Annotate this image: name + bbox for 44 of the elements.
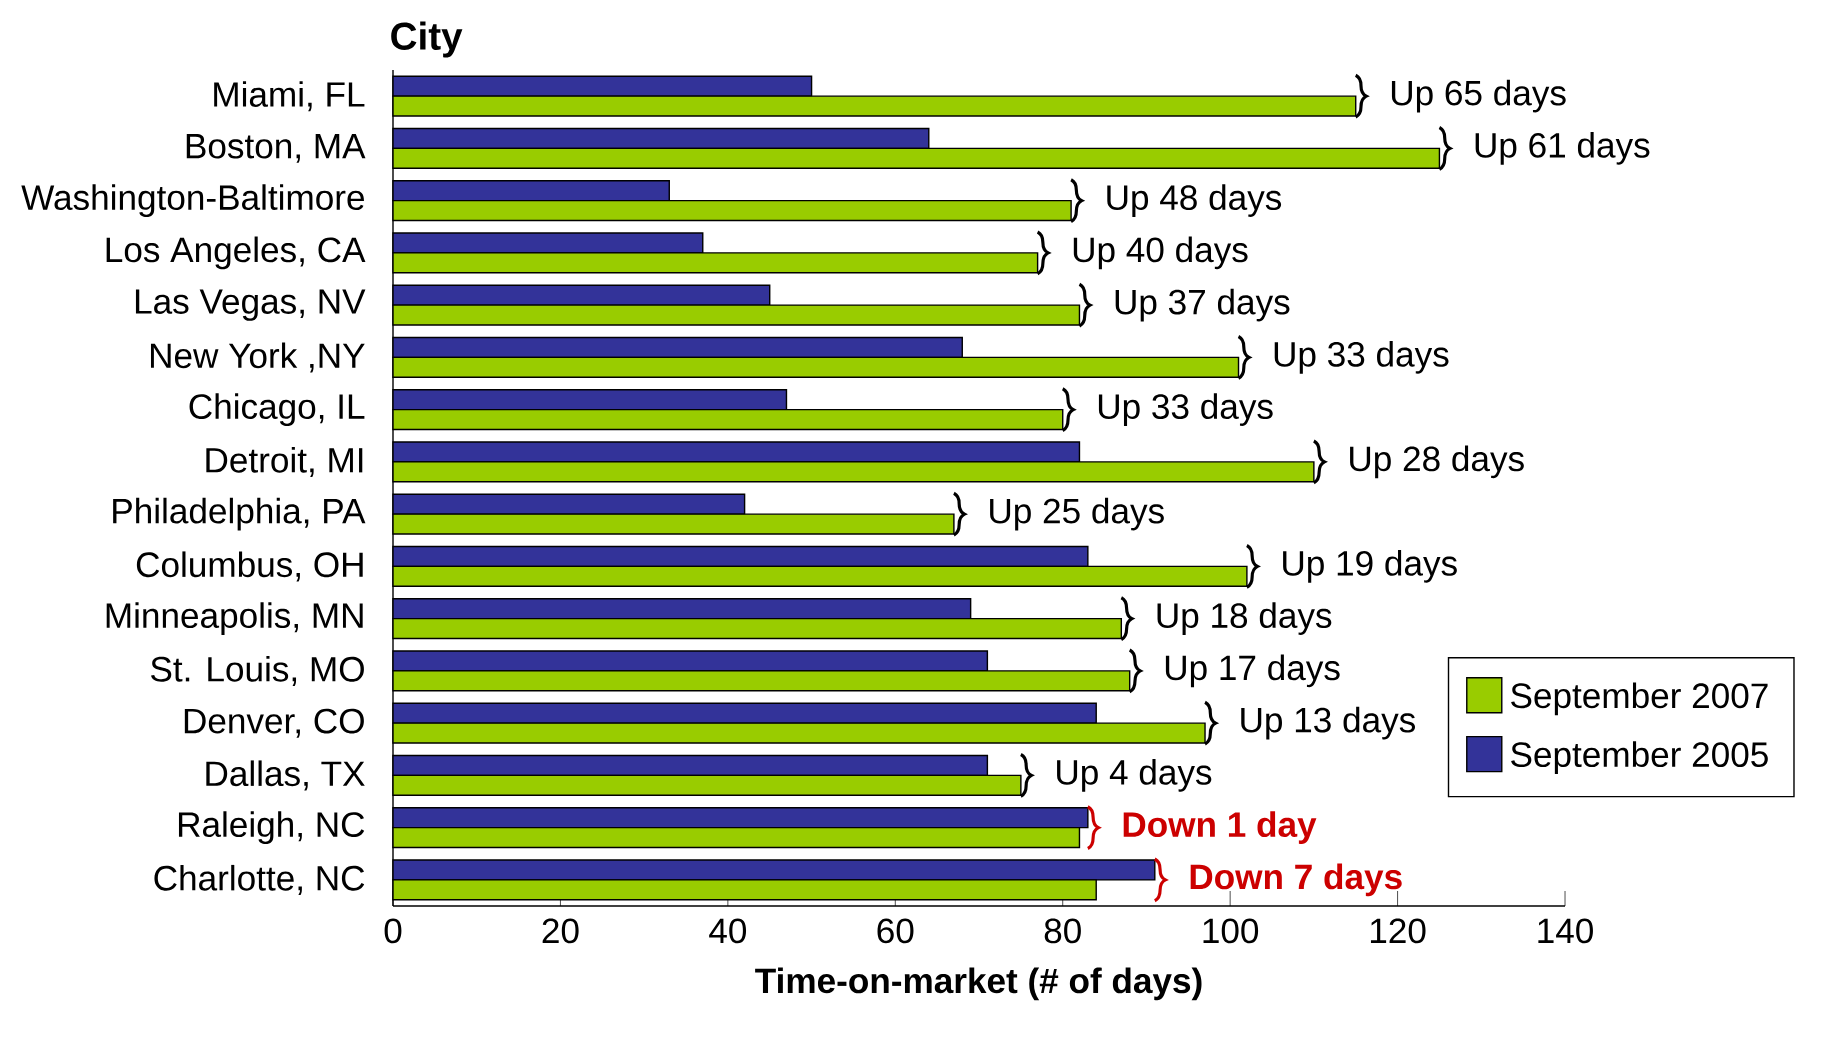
- y-axis-title: City: [391, 21, 463, 58]
- legend-label: September 2005: [1511, 741, 1768, 775]
- annotation: Up 13 days: [1241, 706, 1416, 740]
- x-tick-label: 80: [1044, 918, 1081, 944]
- y-tick-label: New York ,NY: [150, 342, 365, 373]
- y-tick-label: Las Vegas, NV: [135, 289, 366, 321]
- annotation: Up 61 days: [1475, 132, 1650, 165]
- annotation: Down 1 day: [1123, 811, 1317, 844]
- x-axis-title: Time-on-market (# of days): [755, 967, 1202, 1001]
- y-tick-label: Detroit, MI: [206, 446, 363, 477]
- y-tick-label: Chicago, IL: [189, 393, 365, 426]
- x-tick-label: 0: [384, 918, 402, 944]
- y-tick-label: Charlotte, NC: [154, 864, 365, 895]
- annotation: Up 33 days: [1274, 341, 1449, 374]
- annotation: Up 33 days: [1098, 393, 1273, 426]
- x-tick-label: 140: [1538, 918, 1593, 944]
- x-tick-label: 40: [709, 918, 747, 944]
- annotation: Down 7 days: [1190, 863, 1402, 897]
- x-tick-label: 20: [542, 918, 579, 944]
- x-tick-label: 120: [1370, 918, 1426, 944]
- annotation: Up 40 days: [1073, 236, 1248, 270]
- y-tick-label: Philadelphia, PA: [113, 497, 366, 531]
- y-tick-label: St. Louis, MO: [151, 655, 364, 686]
- y-tick-label: Columbus, OH: [136, 551, 363, 582]
- annotation: Up 4 days: [1057, 759, 1212, 792]
- annotation: Up 28 days: [1350, 445, 1524, 479]
- x-tick-label: 60: [877, 918, 914, 944]
- annotation: Up 18 days: [1157, 602, 1332, 635]
- x-tick-label: 100: [1203, 918, 1259, 944]
- y-tick-label: Dallas, TX: [206, 760, 365, 791]
- annotation: Up 17 days: [1165, 654, 1340, 688]
- y-tick-label: Boston, MA: [186, 134, 366, 163]
- annotation: Up 25 days: [990, 497, 1164, 531]
- y-tick-label: Denver, CO: [184, 708, 364, 738]
- legend-label: September 2007: [1511, 682, 1768, 716]
- y-tick-label: Minneapolis, MN: [106, 602, 363, 635]
- annotation: Up 65 days: [1391, 79, 1566, 113]
- y-tick-label: Los Angeles, CA: [106, 236, 366, 270]
- annotation: Up 48 days: [1107, 184, 1282, 217]
- y-tick-label: Miami, FL: [214, 81, 365, 112]
- annotation: Up 19 days: [1283, 550, 1457, 583]
- y-tick-label: Raleigh, NC: [178, 811, 365, 844]
- y-tick-label: Washington-Baltimore: [21, 184, 364, 217]
- annotation: Up 37 days: [1115, 288, 1290, 322]
